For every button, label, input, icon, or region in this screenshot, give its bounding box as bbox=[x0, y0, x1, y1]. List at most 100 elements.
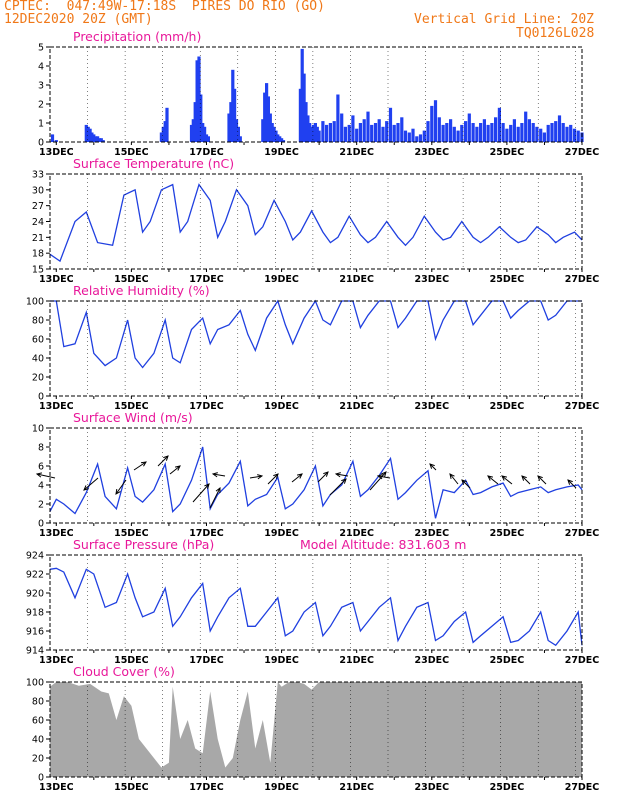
x-tick-label: 25DEC bbox=[490, 782, 525, 793]
precip-bar bbox=[298, 88, 302, 142]
x-tick-label: 25DEC bbox=[490, 655, 525, 666]
wind-arrow-head bbox=[567, 479, 573, 485]
precip-bar bbox=[159, 132, 163, 142]
precip-bar bbox=[426, 121, 430, 142]
x-tick-label: 21DEC bbox=[339, 782, 374, 793]
y-tick-label: 30 bbox=[32, 185, 44, 196]
y-tick-label: 4 bbox=[38, 481, 44, 492]
y-tick-label: 100 bbox=[26, 297, 44, 308]
precip-bar bbox=[236, 126, 240, 142]
precip-bar bbox=[317, 130, 321, 142]
precip-bar bbox=[199, 94, 203, 142]
x-tick-label: 27DEC bbox=[565, 528, 600, 539]
precip-bar bbox=[542, 132, 546, 142]
x-tick-label: 19DEC bbox=[264, 528, 299, 539]
precip-bar bbox=[300, 48, 304, 142]
precip-bar bbox=[569, 124, 573, 142]
x-tick-label: 13DEC bbox=[39, 782, 74, 793]
precip-bar bbox=[268, 113, 272, 142]
precip-bar bbox=[325, 124, 329, 142]
precip-bar bbox=[535, 126, 539, 142]
precip-bar bbox=[315, 126, 319, 142]
precip-bar bbox=[565, 126, 569, 142]
precip-bar bbox=[437, 117, 441, 142]
precip-bar bbox=[494, 117, 498, 142]
precip-bar bbox=[163, 121, 167, 142]
x-tick-label: 19DEC bbox=[264, 655, 299, 666]
wind-arrow-head bbox=[449, 473, 455, 480]
wind-arrow-head bbox=[323, 471, 329, 477]
precip-bar bbox=[308, 123, 312, 142]
precip-bar bbox=[97, 138, 102, 142]
precip-bar bbox=[554, 121, 558, 142]
precip-bar bbox=[497, 107, 501, 142]
precip-bar bbox=[557, 115, 562, 142]
y-tick-label: 33 bbox=[32, 170, 44, 181]
precip-bar bbox=[86, 126, 90, 142]
x-tick-label: 13DEC bbox=[39, 528, 74, 539]
x-tick-label: 19DEC bbox=[264, 147, 299, 158]
plot-frame bbox=[49, 173, 583, 270]
precip-bar bbox=[50, 134, 55, 142]
precip-bar bbox=[313, 123, 317, 142]
x-tick-label: 15DEC bbox=[114, 401, 149, 412]
x-tick-label: 21DEC bbox=[339, 655, 374, 666]
precip-bar bbox=[94, 136, 98, 142]
wind-arrow-head bbox=[163, 455, 169, 461]
precip-bar bbox=[520, 123, 524, 142]
precip-bar bbox=[531, 123, 535, 142]
precip-bar bbox=[479, 123, 483, 142]
precip-bar bbox=[482, 119, 486, 142]
panel-title: Surface Wind (m/s) bbox=[73, 410, 193, 425]
wind-arrow bbox=[209, 487, 221, 509]
y-tick-label: 60 bbox=[32, 335, 44, 346]
y-tick-label: 60 bbox=[32, 716, 44, 727]
panel-title: Cloud Cover (%) bbox=[73, 664, 175, 679]
precip-bar bbox=[445, 123, 449, 142]
precip-bar bbox=[191, 119, 195, 142]
precip-bar bbox=[84, 124, 88, 142]
panel-6 bbox=[46, 681, 583, 780]
precip-bar bbox=[475, 126, 479, 142]
wind-arrow-head bbox=[257, 474, 264, 480]
precip-bar bbox=[362, 119, 366, 142]
wind-arrow bbox=[169, 465, 181, 475]
precip-bar bbox=[433, 100, 438, 142]
series-line bbox=[49, 299, 582, 369]
precip-bar bbox=[467, 113, 471, 142]
wind-arrow-head bbox=[521, 475, 527, 481]
y-tick-label: 922 bbox=[26, 570, 44, 581]
precip-bar bbox=[464, 121, 468, 142]
precip-bar bbox=[203, 126, 207, 142]
y-tick-label: 40 bbox=[32, 735, 44, 746]
panel-title: Precipitation (mm/h) bbox=[73, 29, 201, 44]
precip-bar bbox=[278, 136, 282, 142]
precip-bar bbox=[505, 128, 509, 142]
y-tick-label: 21 bbox=[32, 233, 44, 244]
precip-bar bbox=[340, 113, 344, 142]
x-tick-label: 13DEC bbox=[39, 274, 74, 285]
y-tick-label: 18 bbox=[32, 249, 44, 260]
station-header: CPTEC: 047:49W-17:18S PIRES DO RIO (GO) bbox=[4, 0, 325, 14]
wind-arrow bbox=[157, 455, 169, 467]
precip-bar bbox=[328, 123, 332, 142]
precip-bar bbox=[343, 126, 347, 142]
wind-arrow-head bbox=[429, 463, 435, 469]
wind-arrow-head bbox=[341, 478, 347, 484]
precip-bar bbox=[576, 130, 580, 142]
x-tick-label: 25DEC bbox=[490, 274, 525, 285]
plot-frame bbox=[49, 554, 583, 651]
precip-bar bbox=[377, 119, 381, 142]
wind-arrow-head bbox=[83, 485, 89, 491]
wind-arrow-head bbox=[376, 474, 383, 480]
precip-bar bbox=[572, 128, 577, 142]
x-tick-label: 15DEC bbox=[114, 782, 149, 793]
y-tick-label: 0 bbox=[38, 773, 44, 784]
precip-bar bbox=[373, 123, 378, 142]
precip-bar bbox=[561, 123, 565, 142]
y-tick-label: 1 bbox=[38, 119, 44, 130]
x-tick-label: 21DEC bbox=[339, 274, 374, 285]
y-tick-label: 4 bbox=[38, 62, 44, 73]
x-tick-label: 23DEC bbox=[415, 274, 450, 285]
x-tick-label: 19DEC bbox=[264, 782, 299, 793]
